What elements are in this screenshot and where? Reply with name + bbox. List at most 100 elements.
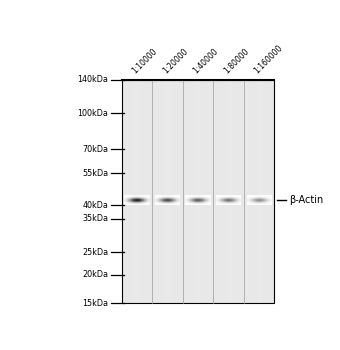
Bar xyxy=(167,202,168,203)
Bar xyxy=(124,200,125,201)
Bar xyxy=(225,199,226,200)
Bar xyxy=(188,196,189,197)
Bar xyxy=(163,200,164,201)
Bar xyxy=(134,199,135,200)
Bar xyxy=(202,200,203,201)
Bar xyxy=(240,197,241,198)
Bar xyxy=(130,195,131,196)
Bar xyxy=(128,201,129,202)
Bar xyxy=(260,203,261,204)
Bar xyxy=(179,199,180,200)
Bar xyxy=(267,202,268,203)
Bar xyxy=(156,197,157,198)
Bar xyxy=(189,197,190,198)
Bar xyxy=(195,195,196,196)
Bar xyxy=(264,198,265,199)
Bar xyxy=(195,80,196,303)
Bar xyxy=(248,197,249,198)
Bar xyxy=(133,201,134,202)
Bar xyxy=(265,200,266,201)
Bar xyxy=(258,199,259,200)
Bar xyxy=(156,200,157,201)
Bar xyxy=(172,202,173,203)
Bar xyxy=(174,196,175,197)
Bar xyxy=(169,204,170,205)
Bar xyxy=(201,195,202,196)
Bar xyxy=(210,202,211,203)
Bar xyxy=(149,199,150,200)
Bar xyxy=(174,200,175,201)
Bar xyxy=(195,199,196,200)
Bar xyxy=(249,201,250,202)
Bar xyxy=(262,199,263,200)
Bar xyxy=(239,204,240,205)
Bar xyxy=(200,197,201,198)
Bar xyxy=(141,195,142,196)
Bar xyxy=(230,199,231,200)
Bar xyxy=(145,198,146,199)
Bar xyxy=(135,80,136,303)
Bar xyxy=(207,199,208,200)
Bar xyxy=(266,201,267,202)
Bar xyxy=(173,196,174,197)
Bar xyxy=(197,199,198,200)
Bar xyxy=(176,198,177,199)
Bar xyxy=(129,195,130,196)
Bar xyxy=(200,200,201,201)
Bar xyxy=(240,196,241,197)
Bar xyxy=(125,201,126,202)
Bar xyxy=(191,197,192,198)
Bar xyxy=(195,198,196,199)
Bar xyxy=(236,202,237,203)
Bar xyxy=(191,200,192,201)
Bar xyxy=(193,201,194,202)
Bar xyxy=(253,199,254,200)
Bar xyxy=(125,201,126,202)
Bar xyxy=(139,203,140,204)
Bar xyxy=(178,201,179,202)
Bar xyxy=(138,197,139,198)
Bar xyxy=(136,201,137,202)
Bar xyxy=(254,202,255,203)
Bar xyxy=(226,204,227,205)
Bar xyxy=(125,197,126,198)
Bar xyxy=(143,202,144,203)
Bar xyxy=(262,202,263,203)
Bar xyxy=(270,201,271,202)
Bar xyxy=(127,199,128,200)
Bar xyxy=(189,203,190,204)
Bar xyxy=(203,203,204,204)
Bar xyxy=(248,204,249,205)
Bar xyxy=(229,202,230,203)
Bar xyxy=(193,204,194,205)
Bar xyxy=(253,203,254,204)
Bar xyxy=(141,195,142,196)
Bar xyxy=(192,199,193,200)
Bar xyxy=(198,202,199,203)
Bar xyxy=(138,204,139,205)
Bar xyxy=(225,202,226,203)
Bar xyxy=(135,203,136,204)
Bar xyxy=(139,201,140,202)
Bar xyxy=(205,196,206,197)
Bar xyxy=(267,196,268,197)
Bar xyxy=(246,204,247,205)
Bar xyxy=(164,195,165,196)
Bar xyxy=(231,196,232,197)
Bar xyxy=(248,199,249,200)
Bar xyxy=(179,201,180,202)
Bar xyxy=(228,199,229,200)
Bar xyxy=(219,199,220,200)
Bar xyxy=(221,198,222,199)
Bar xyxy=(201,202,202,203)
Bar xyxy=(268,204,269,205)
Bar xyxy=(124,197,125,198)
Bar xyxy=(254,195,255,196)
Bar xyxy=(161,195,162,196)
Bar xyxy=(236,195,237,196)
Bar xyxy=(221,202,222,203)
Bar xyxy=(192,198,193,199)
Bar xyxy=(219,195,220,196)
Bar xyxy=(143,204,144,205)
Bar xyxy=(265,202,266,203)
